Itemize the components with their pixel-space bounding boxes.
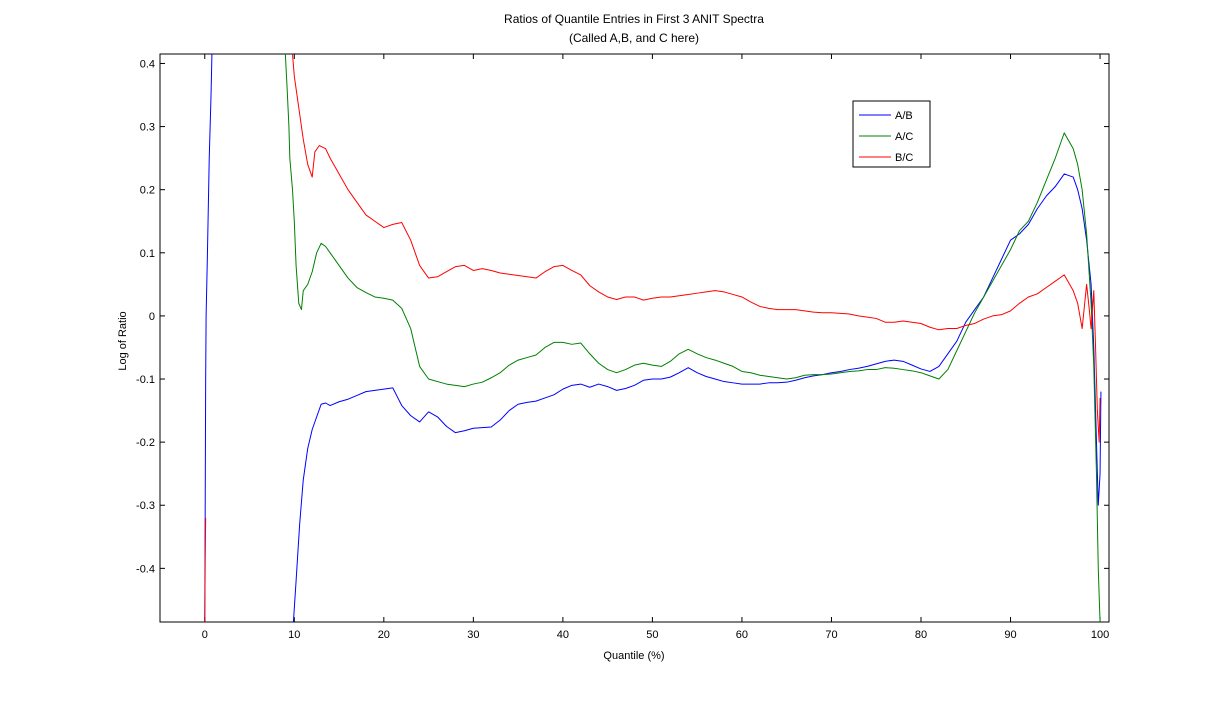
x-tick-label: 90 [1004,629,1016,641]
x-tick-label: 100 [1091,629,1109,641]
series-line-a-c [284,54,1101,622]
y-tick-label: -0.2 [136,437,155,449]
y-tick-label: 0.3 [140,122,155,134]
x-tick-label: 40 [557,629,569,641]
x-axis-label: Quantile (%) [603,650,664,662]
series-line-b-c [204,54,1101,622]
x-tick-label: 0 [202,629,208,641]
series-layer [204,54,1102,622]
y-axis-label: Log of Ratio [117,311,129,370]
x-tick-label: 70 [825,629,837,641]
legend-label: A/C [895,131,913,143]
x-tick-label: 50 [646,629,658,641]
y-tick-label: -0.3 [136,500,155,512]
x-tick-label: 80 [915,629,927,641]
y-tick-label: 0 [149,311,155,323]
x-tick-label: 60 [736,629,748,641]
legend-label: A/B [895,110,913,122]
y-tick-label: -0.4 [136,563,155,575]
series-line-a-b [204,54,1102,622]
x-tick-label: 10 [288,629,300,641]
legend: A/B A/C B/C [852,100,931,168]
x-tick-label: 20 [378,629,390,641]
x-tick-label: 30 [467,629,479,641]
y-tick-label: 0.1 [140,248,155,260]
chart-title: Ratios of Quantile Entries in First 3 AN… [504,12,764,26]
chart-subtitle: (Called A,B, and C here) [569,31,699,45]
axes: 0 10 20 30 40 50 60 70 80 90 100 -0.4 -0.3 -0.2 -0.1 0 0… [136,53,1110,641]
plot-area-frame [159,53,1110,623]
legend-box [852,100,931,168]
y-tick-label: 0.2 [140,185,155,197]
y-tick-label: -0.1 [136,374,155,386]
y-tick-label: 0.4 [140,58,155,70]
legend-label: B/C [895,152,913,164]
